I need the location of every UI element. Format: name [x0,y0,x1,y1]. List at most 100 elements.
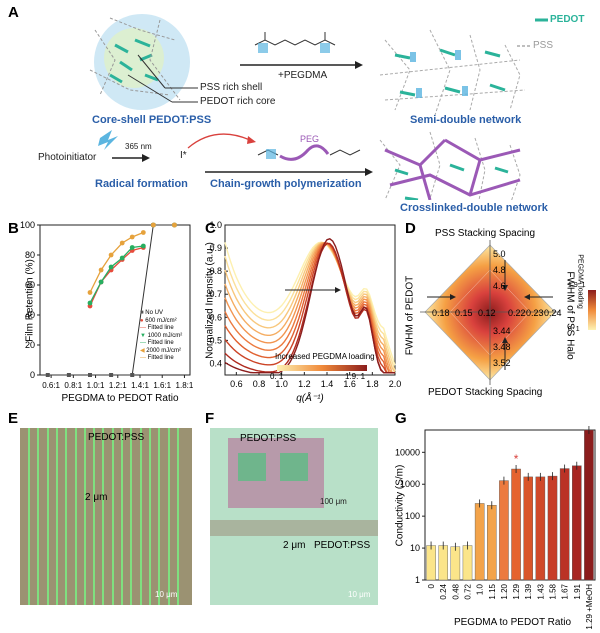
panel-f-label-bottom: PEDOT:PSS [314,540,371,551]
y-tick-label: 100 [20,220,35,230]
legend-item: 600 mJ/cm² [145,317,177,324]
d-bottom-tick: 3.44 [493,326,511,336]
x-tick-label: 0.6:1 [42,381,60,390]
micrograph-f [210,428,378,605]
panel-d-radar [420,240,596,385]
panel-label-g: G [395,410,407,427]
crosslinked-double-title: Crosslinked-double network [400,202,548,214]
x-tick-label: 1.8:1 [176,381,194,390]
bar [511,468,521,581]
x-tick-label: 1.91 [573,583,582,599]
d-right-tick: 0.22 [508,308,526,318]
data-point [108,264,114,270]
data-point [130,373,135,377]
data-point [129,234,135,240]
pedot-pss-line [139,428,142,605]
peg-label: PEG [300,134,320,144]
intensity-curve [224,242,395,374]
data-point [129,245,135,250]
data-point [66,373,71,377]
intensity-curve [224,241,395,374]
y-tick-label: 1 [415,575,420,585]
bar [462,545,473,581]
pss-chains [89,17,181,101]
panel-label-a: A [8,4,19,21]
crosslinked-double-network [379,131,521,200]
x-tick-label: 1.8 [366,379,379,389]
pedot-pss-line [55,428,58,605]
core-shell-title: Core-shell PEDOT:PSS [92,114,212,126]
legend-item: Fitted line [147,325,174,331]
y-tick-label: 1.0 [209,220,222,230]
y-tick-label: 0.7 [209,289,222,299]
panel-label-c: C [205,220,216,237]
legend-item: Fitted line [147,355,174,361]
pedot-pss-line [74,428,77,605]
legend-pss-label: PSS [533,40,554,51]
chain-growth-title: Chain-growth polymerization [210,178,362,190]
bar [487,505,497,581]
bar [450,546,461,581]
pedot-pss-line [111,428,114,605]
panel-g-ylabel: Conductivity (S/m) [394,464,406,547]
y-tick-label: 1000 [400,479,420,489]
data-point [140,230,146,235]
bar [499,480,509,581]
fitted-line [89,245,144,304]
pedot-pss-line [28,428,30,605]
legend-item: Fitted line [147,340,174,346]
panel-c-legend-max: 1.9: 1 [345,372,366,381]
panel-c-chart: 0.4 0.5 0.6 0.7 0.8 0.9 1.0 0.6 0.8 1.0 1.2 1.4 1.6… [209,220,402,389]
data-point [140,243,146,249]
x-tick-label: 1.15 [488,583,497,599]
panel-f-scale-100um: 100 μm [320,497,347,506]
data-point [45,373,50,377]
x-tick-label: 1.39 [524,583,533,599]
panel-d-top-title: PSS Stacking Spacing [435,228,536,239]
x-tick-label: 1.20 [500,583,509,599]
photoinitiator-label: Photoinitiator [38,152,97,163]
panel-label-e: E [8,410,19,427]
d-bottom-tick: 3.48 [493,342,511,352]
x-tick-label: 1.43 [536,583,545,599]
x-tick-label: 1.2 [298,379,311,389]
y-tick-label: 10 [410,543,420,553]
panel-a-graphics [89,14,548,200]
y-tick-label: 20 [25,340,35,350]
y-tick-label: 0.8 [209,266,222,276]
panel-g-xlabel: PEGDMA to PEDOT Ratio [453,617,572,628]
d-right-tick: 0.24 [544,308,562,318]
uv-bolt-icon [98,130,118,150]
intensity-curve [224,241,396,374]
intensity-curve [224,241,396,372]
data-point [119,255,125,261]
d-top-tick: 4.8 [493,265,506,275]
x-tick-label: 0.72 [464,583,473,599]
y-tick-label: 60 [25,280,35,290]
x-tick-label: 1.2:1 [109,381,127,390]
pedot-pss-line [102,428,105,605]
data-point [108,252,114,258]
x-tick-label: 1.58 [549,583,558,599]
initiator-radical-label: I* [180,150,187,161]
x-tick-label: 1.67 [561,583,570,599]
panel-b-ylabel: Film Retention (%) [24,259,36,342]
plus-pegdma-label: +PEGDMA [278,70,328,81]
x-tick-label: 2.0 [389,379,402,389]
x-tick-label: 0.8:1 [64,381,82,390]
y-tick-label: 40 [25,310,35,320]
panel-d-cbar-max: 1.9: 1 [568,282,586,289]
d-left-tick: 0.15 [455,308,473,318]
data-point [98,267,104,273]
x-tick-label: 1.6:1 [153,381,171,390]
d-top-tick: 5.0 [493,249,506,259]
x-tick-label: 1.6 [343,379,356,389]
pedot-pss-line [65,428,68,605]
x-tick-label: 0 [427,583,436,588]
y-tick-label: 0.5 [209,335,222,345]
bar [572,465,582,581]
y-tick-label: 0.6 [209,312,222,322]
legend-pedot-label: PEDOT [550,14,585,25]
x-tick-label: 1.29 +MeOH [585,584,594,630]
